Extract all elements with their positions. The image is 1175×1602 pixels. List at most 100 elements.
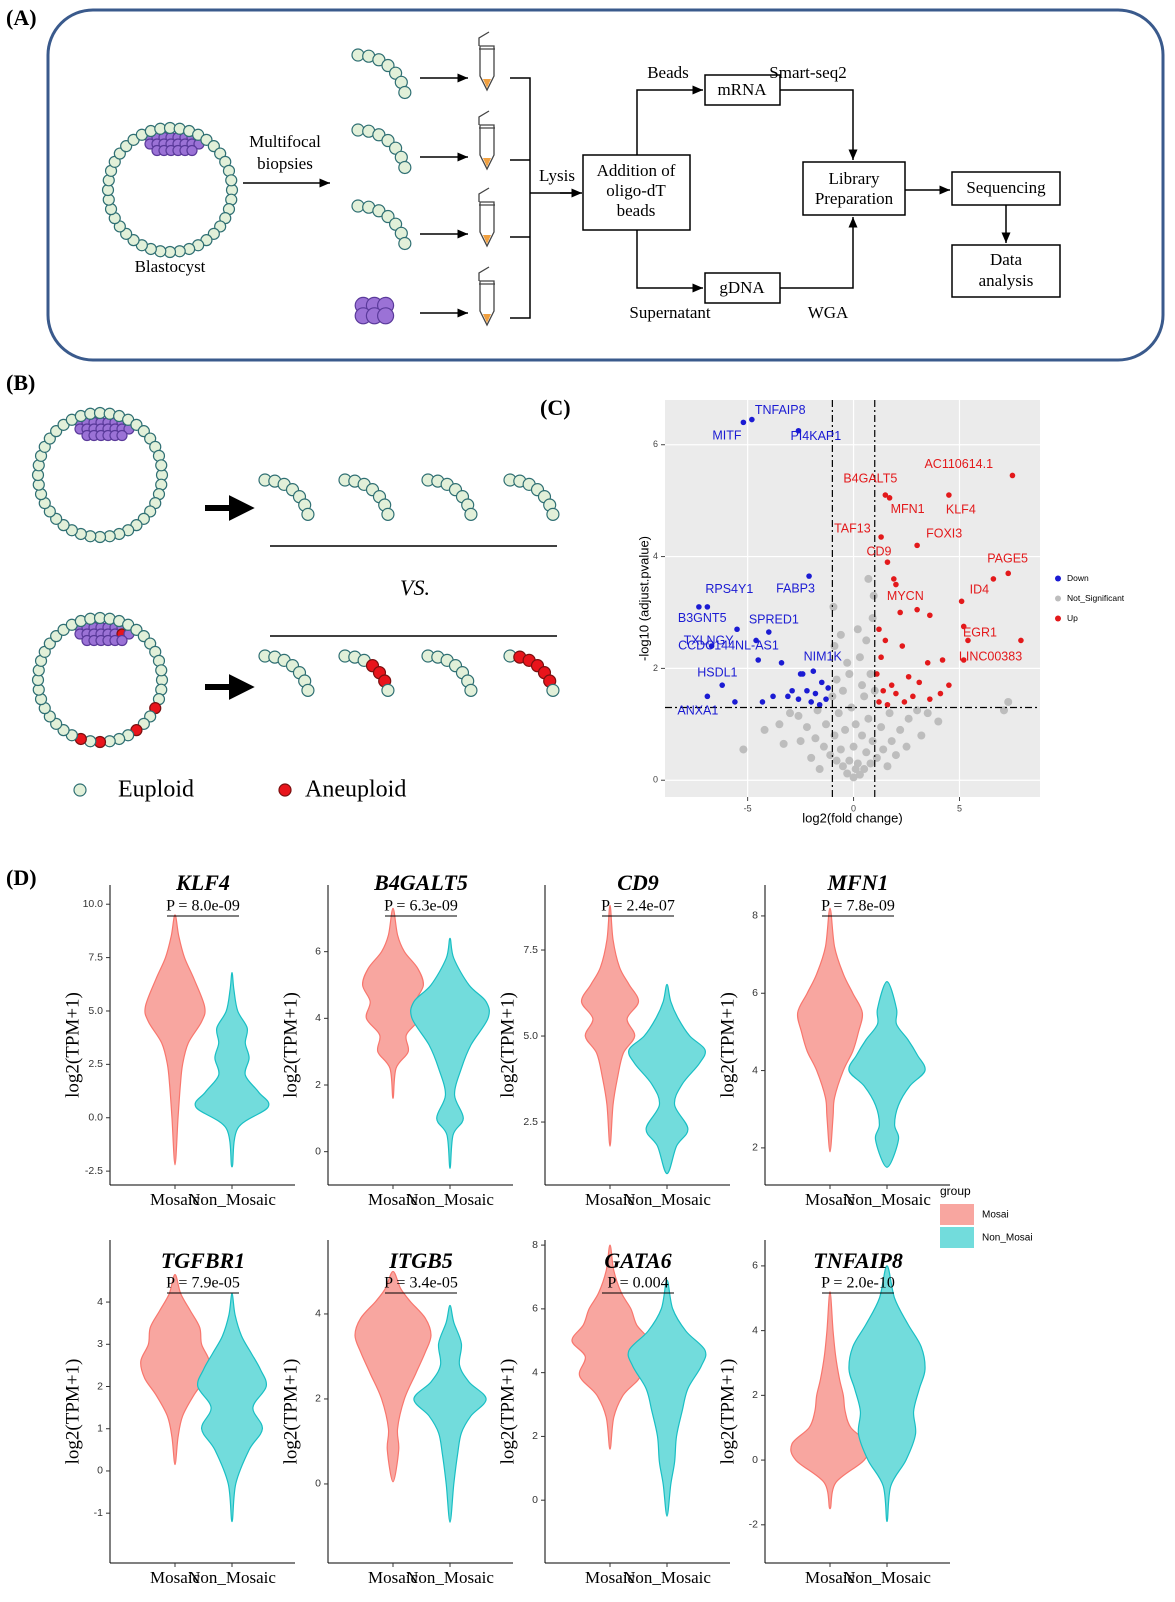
point	[785, 693, 791, 700]
point	[927, 612, 933, 619]
point	[855, 653, 864, 662]
p-value: P = 6.3e-09	[384, 898, 458, 915]
arrow	[205, 674, 255, 700]
y-axis-title: log2(TPM+1)	[497, 1359, 518, 1465]
point	[770, 693, 776, 700]
x-tick-label: Mosaic	[805, 1568, 856, 1587]
y-tick-label: 6	[653, 439, 658, 449]
legend-label: Not_Significant	[1067, 593, 1125, 603]
point-label: TAF13	[834, 521, 871, 535]
y-tick-label: 8	[532, 1239, 538, 1251]
point	[878, 534, 884, 540]
legend-label: Mosai	[982, 1210, 1009, 1221]
label: WGA	[808, 303, 849, 322]
y-tick-label: 4	[315, 1012, 321, 1024]
y-tick-label: 0	[653, 775, 658, 785]
x-tick-label: -5	[744, 803, 752, 813]
cell	[381, 507, 395, 521]
violin	[194, 971, 270, 1168]
point	[855, 770, 864, 779]
point	[1005, 570, 1012, 577]
point	[753, 637, 759, 644]
y-tick-label: -2	[749, 1519, 758, 1531]
y-tick-label: 2.5	[523, 1116, 538, 1128]
chart-title: KLF4	[175, 870, 230, 895]
y-tick-label: 4	[752, 1324, 758, 1336]
point	[880, 687, 887, 694]
point	[810, 668, 817, 674]
point	[862, 636, 871, 645]
y-tick-label: 2	[532, 1430, 538, 1442]
x-axis-title: log2(fold change)	[802, 810, 902, 825]
chart-title: MFN1	[826, 870, 888, 895]
point	[924, 660, 931, 666]
legend-marker	[1055, 595, 1061, 602]
point	[910, 693, 916, 700]
point	[888, 682, 895, 688]
y-tick-label: 1	[97, 1423, 103, 1435]
box	[951, 244, 1061, 298]
point	[808, 699, 814, 705]
point-label: MYCN	[887, 589, 924, 603]
point-label: TXLNGY	[684, 633, 735, 647]
cell	[546, 507, 560, 521]
point	[946, 492, 952, 498]
point	[869, 591, 878, 600]
point	[799, 671, 806, 677]
point	[885, 709, 894, 718]
point	[708, 643, 715, 649]
box	[582, 154, 691, 231]
point	[811, 734, 820, 743]
legend-title: group	[940, 1184, 971, 1198]
point	[893, 581, 899, 588]
point	[849, 773, 858, 782]
box	[951, 171, 1061, 206]
point	[719, 682, 726, 688]
point	[786, 709, 794, 718]
y-axis-title: log2(TPM+1)	[717, 1359, 738, 1465]
label: Lysis	[539, 166, 575, 185]
point	[732, 699, 738, 705]
point	[902, 742, 911, 751]
x-tick-label: Non_Mosaic	[843, 1568, 931, 1587]
label: Library	[829, 169, 880, 188]
legend-label: Down	[1067, 573, 1089, 583]
cell	[155, 459, 168, 472]
violin	[848, 1265, 926, 1523]
cell	[398, 236, 412, 251]
point	[740, 419, 747, 426]
label: gDNA	[719, 278, 765, 297]
y-tick-label: 5.0	[523, 1030, 538, 1042]
point	[812, 690, 819, 697]
chart-title: ITGB5	[388, 1248, 453, 1273]
p-value: P = 7.8e-09	[821, 898, 895, 915]
cell	[464, 683, 478, 697]
x-tick-label: Non_Mosaic	[406, 1190, 494, 1209]
point	[864, 714, 873, 723]
point	[884, 559, 891, 565]
y-tick-label: 6	[532, 1303, 538, 1315]
violin	[354, 1270, 432, 1483]
point	[917, 731, 926, 740]
point-label: LINC00383	[959, 650, 1022, 664]
point	[823, 696, 829, 702]
label: Blastocyst	[135, 257, 206, 276]
tube-lid	[478, 110, 495, 129]
label: biopsies	[257, 154, 313, 173]
point	[1004, 697, 1013, 706]
y-tick-label: 0.0	[88, 1112, 103, 1124]
y-tick-label: 6	[752, 987, 758, 999]
x-tick-label: Non_Mosaic	[843, 1190, 931, 1209]
point	[858, 681, 867, 690]
point	[830, 731, 839, 740]
point	[1018, 637, 1024, 644]
legend-marker	[1055, 575, 1061, 582]
point	[862, 748, 871, 757]
cell	[546, 683, 560, 697]
y-tick-label: 2	[653, 663, 658, 673]
panel-label: (B)	[6, 370, 35, 395]
point-label: FOXI3	[926, 527, 962, 541]
point	[864, 574, 873, 583]
cell	[351, 123, 365, 137]
point	[843, 658, 852, 667]
